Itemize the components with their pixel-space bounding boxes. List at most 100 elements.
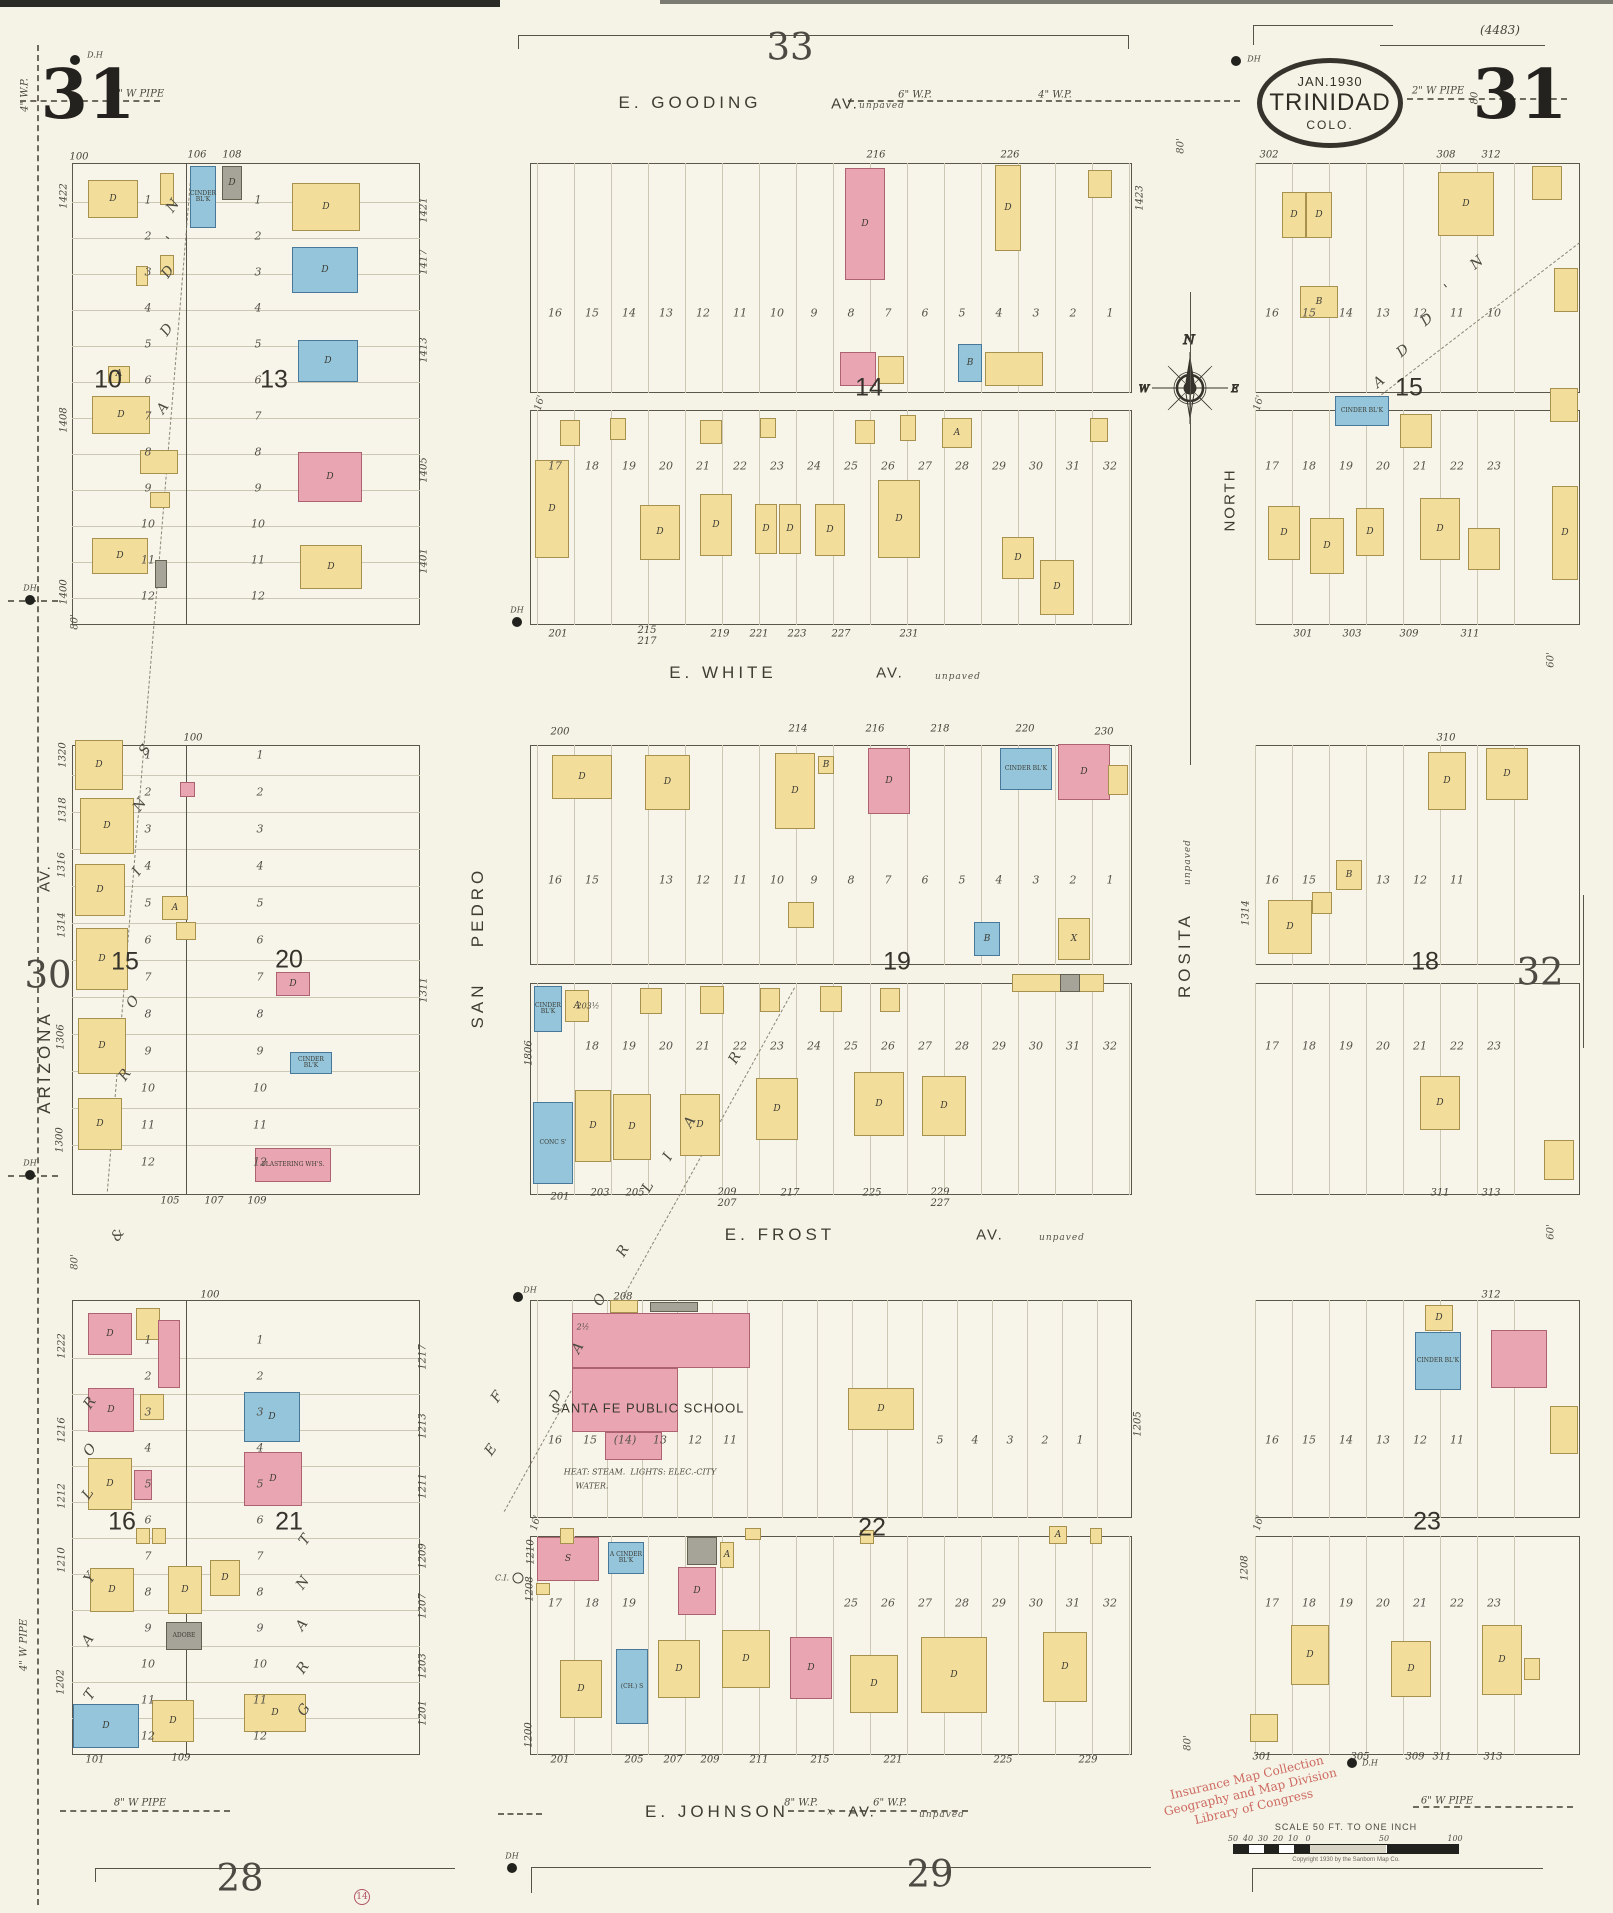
title-date: JAN.1930 bbox=[1297, 74, 1363, 89]
lot-line bbox=[72, 1538, 420, 1539]
lot-line bbox=[1440, 163, 1441, 393]
map-label: 12 bbox=[696, 306, 710, 320]
lot-line bbox=[1366, 1536, 1367, 1755]
lot-line bbox=[722, 163, 723, 393]
map-label: 7 bbox=[254, 409, 262, 423]
map-label: 12 bbox=[141, 589, 155, 603]
lot-line bbox=[1403, 163, 1404, 393]
building-label: D bbox=[109, 193, 117, 204]
building: A bbox=[565, 990, 589, 1022]
address-label: 217 bbox=[780, 1187, 800, 1199]
address-label: 211 bbox=[749, 1754, 769, 1766]
map-label: 9 bbox=[144, 1044, 152, 1058]
map-label: 1 bbox=[256, 1333, 264, 1347]
lot-line bbox=[72, 1034, 420, 1035]
map-line bbox=[60, 1810, 230, 1812]
map-label: 12 bbox=[1413, 306, 1427, 320]
building: D bbox=[1310, 518, 1344, 574]
map-label: DH bbox=[510, 605, 524, 615]
address-label: 106 bbox=[187, 149, 207, 161]
lot-line bbox=[1055, 983, 1056, 1195]
street-width-label: 80' bbox=[69, 1254, 81, 1270]
address-label: 311 bbox=[1460, 628, 1480, 640]
map-label: 4 bbox=[971, 1433, 979, 1447]
building-label: D bbox=[289, 978, 297, 989]
building-label: D bbox=[656, 527, 664, 537]
map-label: 7 bbox=[144, 409, 152, 423]
map-label: unpaved bbox=[935, 672, 981, 682]
lot-line bbox=[611, 163, 612, 393]
lot-line bbox=[537, 745, 538, 965]
building-label: A bbox=[171, 902, 179, 913]
building-label: D bbox=[103, 820, 111, 831]
map-line bbox=[1252, 1868, 1253, 1892]
map-label: 20 bbox=[1376, 1596, 1390, 1610]
map-line bbox=[1380, 45, 1545, 46]
building-label: D bbox=[96, 884, 104, 895]
building: D bbox=[575, 1090, 611, 1162]
building bbox=[1550, 388, 1578, 422]
building-label: D bbox=[1061, 1661, 1069, 1672]
lot-line bbox=[72, 562, 420, 563]
lot-line bbox=[1255, 1536, 1256, 1755]
map-label: 31 bbox=[1066, 1039, 1080, 1053]
building: D bbox=[76, 928, 128, 990]
map-label: 2 bbox=[1069, 306, 1077, 320]
street-label: AV. bbox=[876, 664, 904, 682]
building: D bbox=[1306, 192, 1332, 238]
lot-line bbox=[1440, 1536, 1441, 1755]
map-label: 9 bbox=[144, 481, 152, 495]
building: D bbox=[292, 183, 360, 231]
street-label: AV. bbox=[36, 864, 54, 892]
building bbox=[687, 1537, 717, 1565]
address-label: 301 bbox=[1293, 628, 1313, 640]
building bbox=[788, 902, 814, 928]
map-label: 26 bbox=[881, 459, 895, 473]
map-label: 22 bbox=[1450, 1596, 1464, 1610]
map-line bbox=[1253, 25, 1393, 26]
map-label: 11 bbox=[1450, 873, 1464, 887]
building: D bbox=[210, 1560, 240, 1596]
lot-line bbox=[796, 163, 797, 393]
map-label: 5 bbox=[144, 1477, 152, 1491]
building-label: S bbox=[564, 1553, 572, 1564]
building: D bbox=[90, 1568, 134, 1612]
address-label: 312 bbox=[1481, 149, 1501, 161]
lot-line bbox=[648, 983, 649, 1195]
lot-line bbox=[648, 163, 649, 393]
lot-line bbox=[1092, 983, 1093, 1195]
address-label: 1316 bbox=[56, 852, 68, 878]
lot-line bbox=[1403, 983, 1404, 1195]
building-label: D bbox=[1436, 1097, 1444, 1108]
building bbox=[605, 1432, 662, 1460]
building-label: D bbox=[1462, 198, 1470, 209]
block-number: 21 bbox=[275, 1507, 303, 1536]
lot-line bbox=[907, 745, 908, 965]
map-label: 12 bbox=[253, 1729, 267, 1743]
building bbox=[840, 352, 876, 386]
building: D bbox=[1420, 498, 1460, 560]
lot-line bbox=[72, 418, 420, 419]
lot-line bbox=[1477, 163, 1478, 393]
lot-line bbox=[944, 745, 945, 965]
building-label: D bbox=[578, 771, 586, 782]
building: D bbox=[92, 396, 150, 434]
building: D bbox=[658, 1640, 700, 1698]
map-label: 3 bbox=[256, 822, 264, 836]
address-label: 303 bbox=[1342, 628, 1362, 640]
map-label: x bbox=[827, 1806, 833, 1818]
scale-tick: 20 bbox=[1272, 1834, 1284, 1843]
lot-line bbox=[1292, 1300, 1293, 1518]
address-label: 311 bbox=[1430, 1187, 1450, 1199]
lot-line bbox=[72, 1610, 420, 1611]
lot-line bbox=[1329, 745, 1330, 965]
map-label: (4483) bbox=[1480, 23, 1520, 37]
lot-line bbox=[685, 410, 686, 625]
building bbox=[150, 492, 170, 508]
lot-line bbox=[833, 745, 834, 965]
building: D bbox=[292, 247, 358, 293]
map-label: 4" W PIPE bbox=[18, 1618, 30, 1672]
map-label: 17 bbox=[1265, 1039, 1279, 1053]
address-label: 221 bbox=[883, 1754, 903, 1766]
block-number: 15 bbox=[1395, 373, 1423, 402]
